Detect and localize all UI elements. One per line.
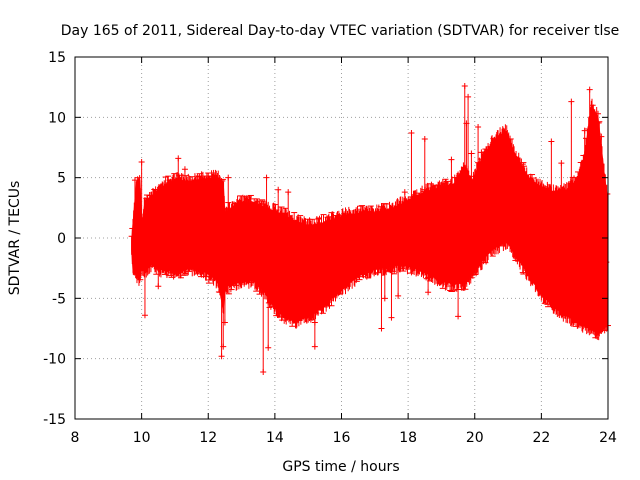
outlier-point (265, 344, 272, 351)
outlier-point (468, 150, 475, 157)
y-tick-label: -10 (43, 352, 66, 368)
outlier-point (478, 149, 485, 156)
outlier-point (225, 174, 232, 181)
outlier-point (581, 127, 588, 134)
y-tick-label: 15 (48, 50, 66, 66)
outlier-point (141, 312, 148, 319)
outlier-point (311, 343, 318, 350)
chart-title: Day 165 of 2011, Sidereal Day-to-day VTE… (61, 23, 620, 39)
outlier-point (218, 353, 225, 360)
outlier-point (401, 189, 408, 196)
x-tick-label: 18 (399, 430, 417, 446)
outlier-point (421, 136, 428, 143)
outlier-point (260, 368, 267, 375)
outlier-point (395, 292, 402, 299)
outlier-point (461, 82, 468, 89)
x-tick-label: 16 (333, 430, 351, 446)
outlier-point (381, 295, 388, 302)
outlier-point (275, 186, 282, 193)
outlier-point (221, 319, 228, 326)
outlier-point (455, 313, 462, 320)
outlier-point (475, 123, 482, 130)
axis-ticks: 8 10 12 14 16 18 20 22 24 15 10 5 0 -5 -10 -15 (43, 50, 617, 446)
outlier-point (598, 133, 605, 140)
outlier-point (155, 283, 162, 290)
outlier-point (216, 289, 223, 296)
outlier-point (263, 174, 270, 181)
outlier-point (378, 325, 385, 332)
outlier-point (601, 286, 608, 293)
x-tick-label: 8 (71, 430, 80, 446)
y-tick-label: 5 (57, 171, 66, 187)
outlier-point (408, 130, 415, 137)
x-tick-label: 12 (199, 430, 217, 446)
outlier-point (311, 319, 318, 326)
x-tick-label: 22 (532, 430, 550, 446)
outlier-point (595, 110, 602, 117)
y-tick-label: -5 (52, 291, 66, 307)
x-axis-label: GPS time / hours (282, 459, 399, 475)
outlier-point (175, 155, 182, 162)
y-tick-label: -15 (43, 412, 66, 428)
outlier-point (220, 343, 227, 350)
x-tick-label: 24 (599, 430, 617, 446)
outlier-point (588, 114, 595, 121)
outlier-point (465, 93, 472, 100)
outlier-point (451, 174, 458, 181)
outlier-point (448, 156, 455, 163)
y-tick-label: 10 (48, 110, 66, 126)
x-tick-label: 20 (466, 430, 484, 446)
outlier-point (131, 177, 138, 184)
outlier-point (586, 86, 593, 93)
outlier-point (181, 166, 188, 173)
outlier-point (285, 189, 292, 196)
outlier-point (388, 314, 395, 321)
outlier-point (548, 138, 555, 145)
x-tick-label: 10 (133, 430, 151, 446)
outlier-point (558, 160, 565, 167)
outlier-point (568, 98, 575, 105)
y-axis-label: SDTVAR / TECUs (7, 181, 23, 296)
x-tick-label: 14 (266, 430, 284, 446)
y-tick-label: 0 (57, 231, 66, 247)
outlier-point (138, 158, 145, 165)
outlier-point (268, 295, 275, 302)
outlier-point (425, 289, 432, 296)
